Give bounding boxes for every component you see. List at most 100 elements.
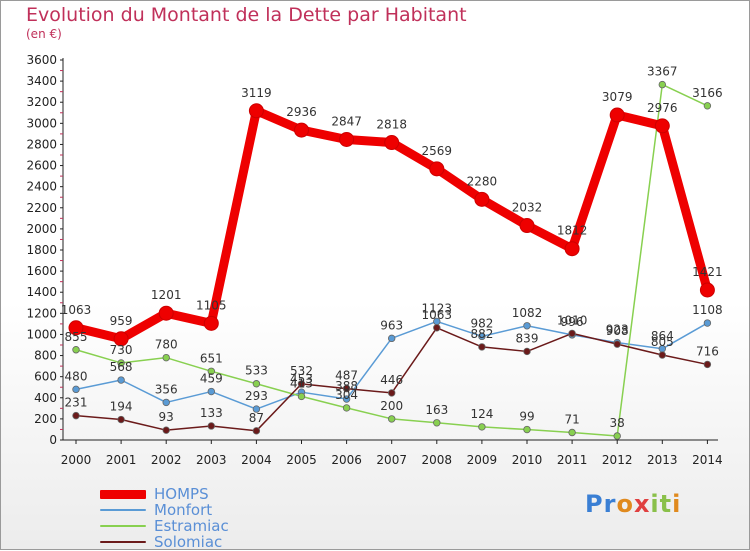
data-point-solomiac <box>613 340 621 348</box>
data-label-monfort: 388 <box>335 379 358 393</box>
data-label-homps: 2936 <box>286 105 317 119</box>
y-tick-label: 1400 <box>26 285 57 299</box>
data-label-homps: 1201 <box>151 288 182 302</box>
x-tick-label: 2009 <box>467 453 498 467</box>
data-point-estramiac <box>613 432 621 440</box>
y-tick-label: 400 <box>34 391 57 405</box>
x-tick-label: 2006 <box>331 453 362 467</box>
data-point-homps <box>699 282 715 298</box>
data-label-homps: 2818 <box>376 118 407 132</box>
x-tick-label: 2011 <box>557 453 588 467</box>
data-label-solomiac: 1063 <box>422 308 453 322</box>
data-point-homps <box>384 135 400 151</box>
data-point-estramiac <box>523 425 531 434</box>
data-label-solomiac: 133 <box>200 406 223 420</box>
data-point-monfort <box>388 334 396 343</box>
data-point-estramiac <box>433 419 441 427</box>
data-label-homps: 2032 <box>512 201 543 215</box>
data-label-estramiac: 855 <box>65 330 88 344</box>
data-label-monfort: 982 <box>470 316 493 330</box>
legend-item-monfort: Monfort <box>100 502 229 518</box>
data-point-solomiac <box>433 324 441 332</box>
data-label-homps: 2847 <box>331 114 362 128</box>
data-point-homps <box>564 241 580 257</box>
data-point-solomiac <box>658 351 666 359</box>
data-label-monfort: 453 <box>290 372 313 386</box>
chart-title: Evolution du Montant de la Dette par Hab… <box>26 4 467 26</box>
y-tick-label: 200 <box>34 412 57 426</box>
data-point-solomiac <box>297 380 306 388</box>
proxiti-logo: Proxiti <box>585 490 682 518</box>
data-label-solomiac: 87 <box>249 411 264 425</box>
data-point-monfort <box>207 387 215 396</box>
data-point-homps <box>429 161 445 177</box>
data-label-estramiac: 730 <box>110 343 133 357</box>
y-tick-label: 1600 <box>26 264 57 278</box>
legend-swatch <box>100 489 146 499</box>
data-point-estramiac <box>207 367 215 375</box>
data-label-estramiac: 780 <box>155 338 178 352</box>
data-point-homps <box>248 103 264 119</box>
data-point-estramiac <box>117 359 125 367</box>
data-label-estramiac: 533 <box>245 364 268 378</box>
data-point-homps <box>474 191 490 207</box>
data-point-homps <box>519 218 535 234</box>
data-label-monfort: 1123 <box>422 301 453 315</box>
x-tick-label: 2005 <box>286 453 317 467</box>
x-tick-label: 2007 <box>376 453 407 467</box>
data-point-estramiac <box>703 102 712 110</box>
data-point-homps <box>203 315 219 331</box>
y-tick-label: 2000 <box>26 222 57 236</box>
data-label-estramiac: 3166 <box>692 86 723 100</box>
y-tick-label: 1000 <box>26 327 57 341</box>
data-point-estramiac <box>388 415 396 423</box>
y-tick-label: 1800 <box>26 243 57 257</box>
data-label-monfort: 480 <box>65 369 88 383</box>
data-label-estramiac: 3367 <box>647 65 678 79</box>
data-point-estramiac <box>162 353 170 362</box>
x-tick-label: 2010 <box>512 453 543 467</box>
legend-item-solomiac: Solomiac <box>100 534 229 550</box>
data-point-solomiac <box>252 427 261 435</box>
data-label-solomiac: 446 <box>380 373 403 387</box>
data-label-solomiac: 487 <box>335 369 358 383</box>
y-tick-label: 600 <box>34 370 57 384</box>
data-point-homps <box>339 131 355 147</box>
data-point-solomiac <box>568 329 576 338</box>
data-label-solomiac: 839 <box>516 331 539 345</box>
y-tick-label: 3200 <box>26 95 57 109</box>
data-label-solomiac: 805 <box>651 335 674 349</box>
y-tick-label: 0 <box>49 433 57 447</box>
x-tick-label: 2012 <box>602 453 633 467</box>
data-label-homps: 3119 <box>241 86 272 100</box>
y-tick-label: 3000 <box>26 116 57 130</box>
legend-swatch <box>100 541 146 543</box>
data-label-solomiac: 716 <box>696 344 719 358</box>
data-point-solomiac <box>342 384 351 393</box>
data-label-monfort: 1108 <box>692 303 723 317</box>
data-point-estramiac <box>72 346 80 354</box>
y-tick-label: 3600 <box>26 53 57 67</box>
data-label-monfort: 1082 <box>512 306 543 320</box>
data-label-homps: 1421 <box>692 265 723 279</box>
data-label-estramiac: 38 <box>610 416 625 430</box>
data-point-homps <box>113 331 129 347</box>
data-label-solomiac: 532 <box>290 364 313 378</box>
x-tick-label: 2014 <box>692 453 723 467</box>
legend-swatch <box>100 525 146 527</box>
x-tick-label: 2000 <box>61 453 92 467</box>
data-label-estramiac: 200 <box>380 399 403 413</box>
data-label-homps: 1063 <box>61 303 92 317</box>
data-point-monfort <box>252 405 261 413</box>
data-label-estramiac: 163 <box>425 403 448 417</box>
data-label-estramiac: 71 <box>564 413 579 427</box>
data-point-solomiac <box>388 389 396 397</box>
data-point-estramiac <box>658 80 666 89</box>
data-point-monfort <box>162 398 170 407</box>
x-tick-label: 2013 <box>647 453 678 467</box>
data-label-estramiac: 651 <box>200 351 223 365</box>
data-point-solomiac <box>72 411 80 420</box>
data-point-solomiac <box>478 343 486 351</box>
